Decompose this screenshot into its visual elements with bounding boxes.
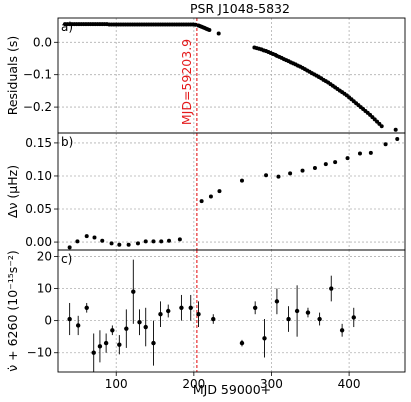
- data-point: [217, 189, 222, 194]
- y-tick-label: 0.00: [25, 235, 52, 249]
- data-point: [329, 286, 334, 291]
- data-point: [199, 199, 204, 204]
- data-point: [300, 168, 305, 173]
- data-point: [188, 305, 193, 310]
- data-point: [135, 241, 140, 246]
- data-point: [294, 308, 300, 314]
- data-point: [368, 150, 373, 155]
- data-point: [323, 162, 328, 167]
- y-tick-label: 20: [37, 249, 52, 263]
- data-point: [193, 22, 198, 27]
- data-point: [395, 136, 400, 141]
- data-point: [262, 336, 267, 341]
- data-point: [339, 328, 345, 333]
- y-tick-label: 0.0: [33, 35, 52, 49]
- x-tick-label: 400: [338, 377, 361, 391]
- panel-2: 0.00 0.05 0.10 0.15 b) Δν (μHz): [5, 132, 406, 251]
- data-point: [166, 308, 171, 314]
- x-axis-label: MJD 59000+: [193, 382, 271, 397]
- data-point: [351, 315, 356, 320]
- data-point: [84, 305, 89, 310]
- y-axis-label: Residuals (s): [5, 36, 20, 116]
- data-point: [117, 342, 122, 347]
- data-point: [179, 305, 184, 310]
- y-tick-label: 10: [37, 282, 52, 296]
- data-point: [288, 171, 293, 176]
- data-point: [208, 194, 213, 199]
- data-point: [67, 316, 72, 322]
- y-tick-label: −10: [27, 346, 52, 360]
- data-point: [216, 31, 221, 36]
- panel-1: 0.0 −0.1 −0.2 a) Residuals (s): [5, 17, 406, 134]
- y-axis-label: ν̇ + 6260 (10⁻¹⁵s⁻²): [5, 250, 20, 372]
- data-point: [167, 238, 172, 243]
- data-point: [91, 350, 96, 355]
- data-point: [143, 239, 148, 244]
- data-point: [239, 340, 245, 346]
- data-point: [333, 160, 338, 165]
- glitch-label: MJD=59203.9: [179, 39, 194, 125]
- panel-frame: [57, 17, 406, 134]
- y-tick-label: −0.2: [23, 100, 52, 114]
- data-point: [177, 237, 182, 242]
- data-point: [276, 174, 281, 179]
- data-point: [239, 178, 244, 183]
- data-point: [131, 289, 136, 294]
- data-point: [317, 316, 322, 322]
- data-point: [100, 238, 105, 243]
- x-tick-label: 100: [105, 377, 128, 391]
- x-tick-label: 300: [260, 377, 283, 391]
- y-tick-label: 0.05: [25, 202, 52, 216]
- data-point: [264, 173, 269, 178]
- data-point: [103, 340, 109, 346]
- data-point: [207, 27, 212, 32]
- data-point: [109, 241, 114, 246]
- data-point: [159, 239, 164, 244]
- data-point: [110, 328, 115, 333]
- data-point: [117, 242, 122, 247]
- data-point: [345, 156, 350, 161]
- y-tick-label: −0.1: [23, 68, 52, 82]
- panel-frame: [57, 132, 406, 251]
- data-point: [196, 312, 201, 317]
- data-point: [312, 166, 317, 171]
- data-point: [151, 239, 156, 244]
- data-point: [124, 326, 129, 331]
- panel-frame: [57, 249, 406, 373]
- y-axis-label: Δν (μHz): [5, 165, 20, 218]
- data-point: [286, 316, 291, 322]
- panel-3: −10 0 10 20 c) ν̇ + 6260 (10⁻¹⁵s⁻²): [5, 249, 406, 373]
- x-axis: 100 200 300 400: [105, 372, 361, 391]
- panels-group: 0.0−0.1−0.2a)Residuals (s)0.000.050.100.…: [5, 17, 406, 373]
- data-point: [274, 299, 280, 304]
- panel-label: a): [61, 20, 73, 34]
- data-point: [97, 344, 103, 349]
- data-point: [357, 151, 362, 156]
- y-tick-label: 0.10: [25, 169, 52, 183]
- x-tick-label: 200: [182, 377, 205, 391]
- data-point: [137, 320, 142, 325]
- data-point: [383, 142, 388, 147]
- data-point: [126, 242, 131, 247]
- panel-label: c): [61, 252, 72, 266]
- data-point: [379, 124, 384, 129]
- data-point: [84, 234, 89, 239]
- y-tick-label: 0: [44, 314, 52, 328]
- data-point: [393, 127, 398, 132]
- data-point: [143, 324, 148, 330]
- data-point: [151, 340, 156, 346]
- data-point: [252, 305, 258, 310]
- data-point: [305, 310, 311, 315]
- data-point: [158, 312, 163, 317]
- panel-label: b): [61, 135, 73, 149]
- chart-title: PSR J1048-5832: [190, 1, 290, 16]
- data-point: [211, 316, 216, 322]
- y-tick-label: 0.15: [25, 136, 52, 150]
- data-point: [75, 239, 80, 244]
- data-point: [75, 323, 81, 328]
- data-point: [92, 235, 97, 240]
- data-point: [67, 245, 72, 250]
